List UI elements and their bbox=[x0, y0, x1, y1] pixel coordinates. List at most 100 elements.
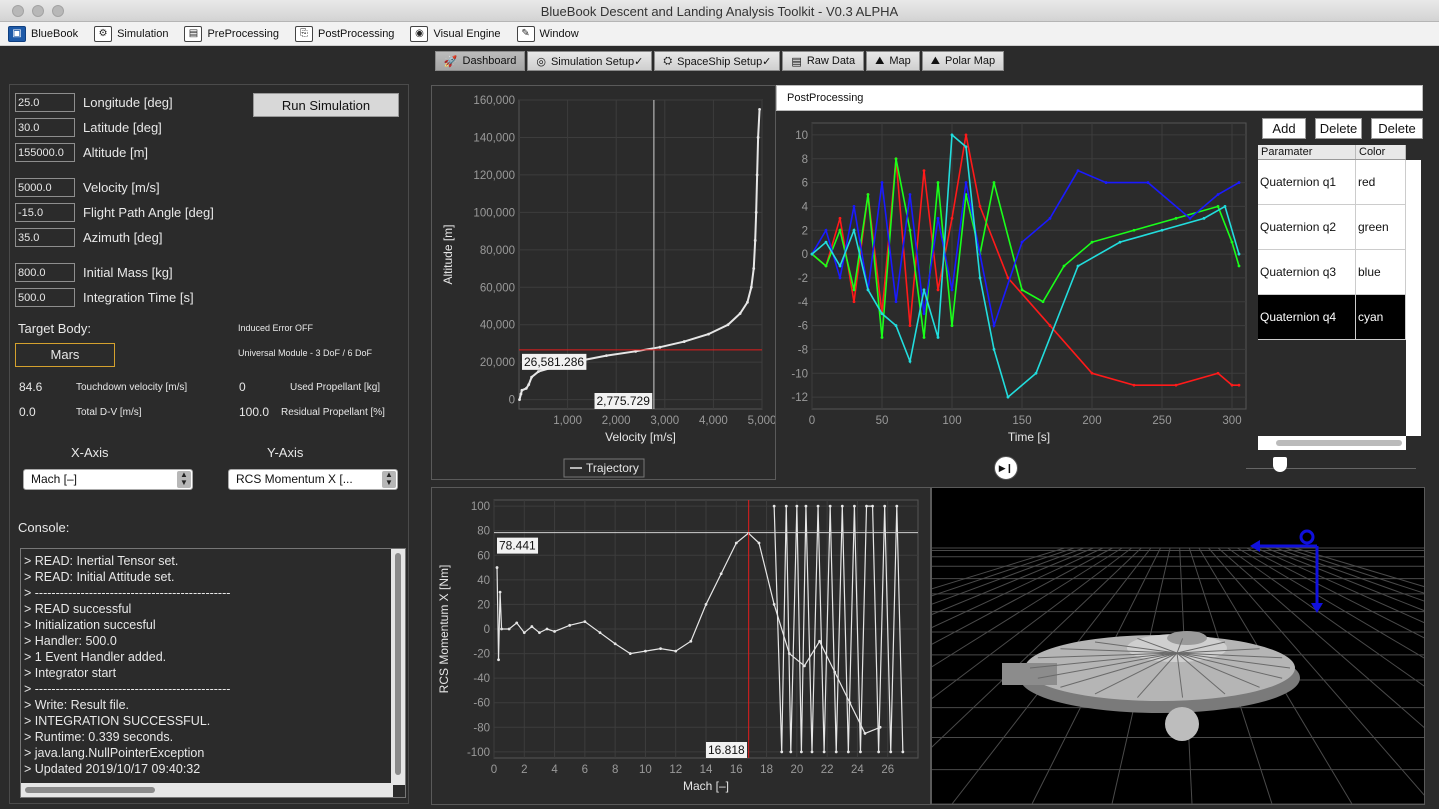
y-tick-label: 120,000 bbox=[473, 170, 515, 182]
run-simulation-button[interactable]: Run Simulation bbox=[253, 93, 399, 117]
data-point bbox=[901, 750, 905, 754]
scroll-thumb[interactable] bbox=[395, 553, 401, 775]
data-point bbox=[950, 324, 954, 327]
table-row[interactable]: Quaternion q3 blue bbox=[1258, 250, 1406, 295]
integration-time-input[interactable] bbox=[15, 288, 75, 307]
minimize-window-button[interactable] bbox=[32, 5, 44, 17]
rocket-icon: 🚀 bbox=[443, 55, 458, 68]
touchdown-velocity-value: 84.6 bbox=[19, 380, 43, 394]
azimuth-label: Azimuth [deg] bbox=[83, 230, 163, 245]
data-point bbox=[866, 193, 870, 196]
tab-simulation-setup[interactable]: ◎ Simulation Setup✓ bbox=[527, 51, 653, 71]
crosshair-label-bg bbox=[522, 353, 587, 370]
y-tick-label: 6 bbox=[802, 178, 808, 190]
y-axis-title: RCS Momentum X [Nm] bbox=[437, 565, 451, 694]
delete-all-parameters-button[interactable]: Delete bbox=[1371, 118, 1423, 139]
console-vertical-scrollbar[interactable] bbox=[391, 549, 405, 785]
tab-polar-map[interactable]: ⛰ Polar Map bbox=[921, 51, 1005, 71]
data-point bbox=[908, 228, 912, 232]
y-tick-label: 100 bbox=[471, 501, 490, 513]
time-slider-track[interactable] bbox=[1246, 468, 1416, 469]
x-axis-label: X-Axis bbox=[71, 445, 109, 460]
data-point bbox=[738, 312, 742, 315]
data-point bbox=[1216, 205, 1220, 208]
tab-raw-data[interactable]: ▤ Raw Data bbox=[782, 51, 865, 71]
altitude-input[interactable] bbox=[15, 143, 75, 162]
latitude-input[interactable] bbox=[15, 118, 75, 137]
table-row[interactable]: Quaternion q2 green bbox=[1258, 205, 1406, 250]
table-row[interactable]: Quaternion q1 red bbox=[1258, 160, 1406, 205]
data-point bbox=[746, 300, 749, 304]
data-point bbox=[810, 750, 814, 754]
menu-window[interactable]: ✎ Window bbox=[516, 25, 579, 42]
x-tick-label: 10 bbox=[639, 764, 652, 776]
data-point bbox=[978, 205, 982, 208]
data-point bbox=[978, 276, 982, 280]
menu-bluebook[interactable]: ▣ BlueBook bbox=[8, 25, 78, 42]
target-body-button[interactable]: Mars bbox=[15, 343, 115, 367]
zoom-window-button[interactable] bbox=[52, 5, 64, 17]
used-propellant-value: 0 bbox=[239, 380, 246, 394]
longitude-input[interactable] bbox=[15, 93, 75, 112]
data-point bbox=[498, 590, 502, 594]
x-tick-label: 0 bbox=[491, 764, 497, 776]
data-point bbox=[950, 288, 954, 292]
target-body-label: Target Body: bbox=[18, 321, 91, 336]
menu-postprocessing[interactable]: ⎘ PostProcessing bbox=[295, 25, 394, 42]
data-point bbox=[852, 300, 856, 304]
initial-mass-input[interactable] bbox=[15, 263, 75, 282]
play-pause-icon: ▶❙ bbox=[998, 463, 1014, 473]
data-point bbox=[922, 288, 926, 292]
table-horizontal-scrollbar[interactable] bbox=[1258, 436, 1406, 450]
delete-parameter-button[interactable]: Delete bbox=[1315, 118, 1362, 139]
data-point bbox=[894, 300, 898, 304]
time-slider-knob[interactable] bbox=[1273, 457, 1287, 472]
column-header-parameter[interactable]: Paramater bbox=[1258, 145, 1356, 159]
column-header-color[interactable]: Color bbox=[1356, 145, 1406, 159]
velocity-input[interactable] bbox=[15, 178, 75, 197]
data-point bbox=[880, 312, 884, 316]
console-horizontal-scrollbar[interactable] bbox=[21, 783, 393, 797]
data-point bbox=[894, 157, 898, 161]
data-point bbox=[753, 239, 757, 242]
console-output[interactable]: > READ: Inertial Tensor set. > READ: Init… bbox=[20, 548, 406, 798]
add-parameter-button[interactable]: Add bbox=[1262, 118, 1306, 139]
console-line: > Integrator start bbox=[24, 666, 117, 680]
trajectory-chart-panel: 0 20,000 40,000 60,000 80,000 100,000 120,000 1… bbox=[431, 85, 776, 480]
y-tick-label: 4 bbox=[802, 201, 809, 213]
data-point bbox=[922, 336, 926, 339]
scroll-thumb[interactable] bbox=[1276, 440, 1402, 446]
data-point bbox=[834, 750, 838, 754]
table-row-selected[interactable]: Quaternion q4 cyan bbox=[1258, 295, 1406, 340]
visual-engine-3d-view[interactable] bbox=[231, 487, 1439, 805]
play-pause-button[interactable]: ▶❙ bbox=[994, 456, 1018, 480]
y-axis-select[interactable]: RCS Momentum X [... ▲ ▼ bbox=[228, 469, 398, 490]
postprocessing-icon: ⎘ bbox=[295, 25, 313, 42]
data-point bbox=[818, 639, 821, 643]
data-point bbox=[772, 603, 776, 606]
flight-path-angle-input[interactable] bbox=[15, 203, 75, 222]
menu-simulation[interactable]: ⚙ Simulation bbox=[94, 25, 168, 42]
data-point bbox=[1006, 395, 1010, 399]
tab-dashboard[interactable]: 🚀 Dashboard bbox=[434, 51, 526, 71]
table-vertical-scrollbar[interactable] bbox=[1406, 160, 1421, 436]
preprocessing-icon: ▤ bbox=[184, 25, 203, 42]
data-point bbox=[964, 145, 968, 149]
data-point bbox=[889, 750, 893, 754]
menu-preprocessing[interactable]: ▤ PreProcessing bbox=[184, 25, 279, 42]
y-axis-title: Altitude [m] bbox=[441, 224, 455, 284]
scroll-thumb[interactable] bbox=[25, 787, 155, 793]
data-point bbox=[704, 603, 708, 606]
tab-map[interactable]: ⛰ Map bbox=[866, 51, 920, 71]
data-point bbox=[964, 133, 968, 137]
close-window-button[interactable] bbox=[12, 5, 24, 17]
azimuth-input[interactable] bbox=[15, 228, 75, 247]
data-point bbox=[846, 750, 850, 754]
mass-row: Initial Mass [kg] bbox=[15, 263, 173, 282]
trajectory-chart[interactable]: 0 20,000 40,000 60,000 80,000 100,000 120,000 1… bbox=[432, 86, 776, 479]
tab-spaceship-setup[interactable]: ⛭ SpaceShip Setup✓ bbox=[654, 51, 781, 71]
menu-visual-engine[interactable]: ◉ Visual Engine bbox=[410, 25, 501, 42]
x-axis-select[interactable]: Mach [–] ▲ ▼ bbox=[23, 469, 193, 490]
